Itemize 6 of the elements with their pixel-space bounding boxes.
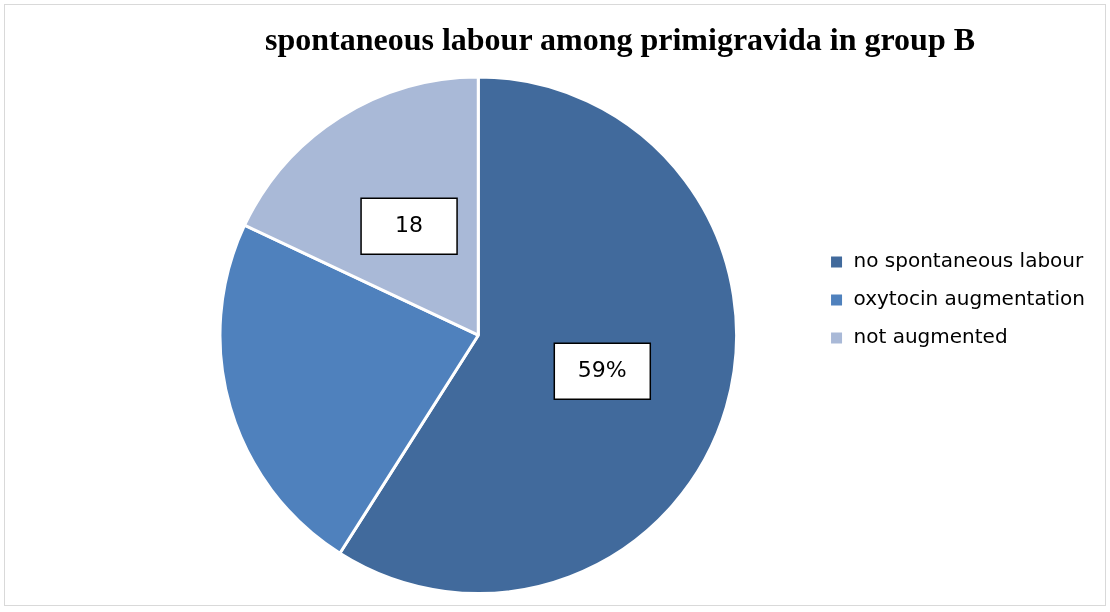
legend-label: no spontaneous labour <box>853 248 1085 273</box>
data-label: 59% <box>577 356 627 382</box>
legend-label: not augmented <box>853 324 1008 349</box>
chart-title: spontaneous labour among primigravida in group B <box>264 21 976 58</box>
legend-label: oxytocin augmentation <box>853 286 1086 311</box>
data-label: 18 <box>395 211 424 237</box>
